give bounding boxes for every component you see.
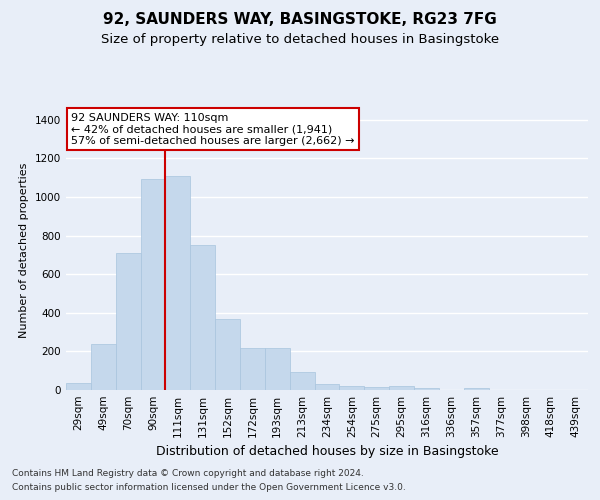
X-axis label: Distribution of detached houses by size in Basingstoke: Distribution of detached houses by size …: [155, 446, 499, 458]
Bar: [414, 388, 439, 390]
Bar: [66, 383, 91, 390]
Bar: [314, 384, 340, 390]
Bar: [116, 253, 140, 390]
Bar: [166, 176, 190, 390]
Bar: [215, 318, 240, 390]
Bar: [190, 245, 215, 390]
Text: 92, SAUNDERS WAY, BASINGSTOKE, RG23 7FG: 92, SAUNDERS WAY, BASINGSTOKE, RG23 7FG: [103, 12, 497, 28]
Bar: [340, 386, 364, 390]
Bar: [290, 372, 314, 390]
Bar: [364, 387, 389, 390]
Text: 92 SAUNDERS WAY: 110sqm
← 42% of detached houses are smaller (1,941)
57% of semi: 92 SAUNDERS WAY: 110sqm ← 42% of detache…: [71, 113, 355, 146]
Bar: [464, 388, 488, 390]
Text: Size of property relative to detached houses in Basingstoke: Size of property relative to detached ho…: [101, 32, 499, 46]
Bar: [389, 386, 414, 390]
Bar: [91, 344, 116, 390]
Bar: [240, 348, 265, 390]
Bar: [140, 178, 166, 390]
Text: Contains HM Land Registry data © Crown copyright and database right 2024.: Contains HM Land Registry data © Crown c…: [12, 468, 364, 477]
Bar: [265, 348, 290, 390]
Y-axis label: Number of detached properties: Number of detached properties: [19, 162, 29, 338]
Text: Contains public sector information licensed under the Open Government Licence v3: Contains public sector information licen…: [12, 484, 406, 492]
